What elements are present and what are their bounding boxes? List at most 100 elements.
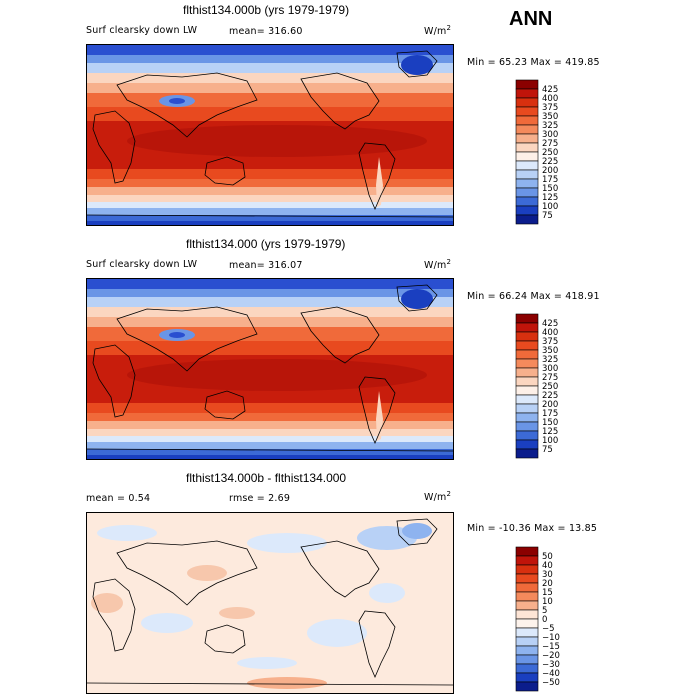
coastline (396, 518, 438, 546)
colorbar-swatch (515, 439, 539, 450)
panel-1-units: W/m2 (424, 24, 452, 38)
colorbar-swatch (515, 609, 539, 620)
colorbar-label: 400 (542, 328, 558, 338)
colorbar-swatch (515, 331, 539, 342)
map-band (87, 449, 453, 455)
map-band (87, 429, 453, 436)
diff-anomaly (247, 677, 327, 689)
panel-2-title: flthist134.000 (yrs 1979-1979) (186, 237, 346, 251)
panel-1-map (86, 44, 454, 226)
warm-pool (127, 359, 427, 391)
colorbar-label: 275 (542, 139, 558, 149)
colorbar-swatch (515, 403, 539, 414)
colorbar-label: 75 (542, 211, 553, 221)
map-band (87, 279, 453, 289)
diff-anomaly (369, 583, 405, 603)
colorbar-swatch (515, 358, 539, 369)
panel-3-colorbar: 50 40 30 20 15 10 5 0 −5 −10 −15 −20 −30 −40 −50 (515, 546, 576, 697)
colorbar-label: 40 (542, 561, 553, 571)
map-band (87, 307, 453, 317)
panel-3-minmax: Min = -10.36 Max = 13.85 (467, 523, 598, 534)
panel-2-mean: mean= 316.07 (229, 260, 303, 271)
colorbar-swatch (515, 151, 539, 162)
colorbar-label: 250 (542, 382, 558, 392)
panel-2-map (86, 278, 454, 460)
map-band (87, 55, 453, 63)
coastline (396, 50, 438, 78)
colorbar-label: 150 (542, 418, 558, 428)
coastline (92, 110, 136, 184)
colorbar-label: 30 (542, 570, 553, 580)
colorbar-swatch (515, 313, 539, 324)
colorbar-swatch (515, 448, 539, 459)
coastline (300, 72, 380, 130)
colorbar-label: 200 (542, 400, 558, 410)
colorbar-swatch (515, 97, 539, 108)
colorbar-swatch (515, 178, 539, 189)
map-band (87, 63, 453, 73)
map-band (87, 169, 453, 179)
map-band (87, 208, 453, 215)
colorbar-label: 125 (542, 193, 558, 203)
colorbar-label: 75 (542, 445, 553, 455)
coastline (358, 376, 396, 445)
colorbar-label: 50 (542, 552, 553, 562)
season-label: ANN (509, 8, 553, 30)
colorbar-swatch (515, 340, 539, 351)
coastline (87, 682, 453, 686)
panel-3-rmse: rmse = 2.69 (229, 493, 291, 504)
colorbar-label: 300 (542, 130, 558, 140)
colorbar-label: −10 (542, 633, 560, 643)
colorbar-label: 20 (542, 579, 553, 589)
colorbar-swatch (515, 349, 539, 360)
colorbar-swatch (515, 160, 539, 171)
map-band (87, 179, 453, 187)
colorbar-swatch (515, 88, 539, 99)
map-band (87, 403, 453, 413)
map-band (87, 289, 453, 297)
panel-2-variable: Surf clearsky down LW (86, 259, 198, 270)
coastline (204, 156, 246, 186)
colorbar-label: 200 (542, 166, 558, 176)
greenland-cold (401, 289, 433, 309)
colorbar-label: 5 (542, 606, 547, 616)
colorbar-swatch (515, 376, 539, 387)
colorbar-swatch (515, 681, 539, 692)
colorbar-swatch (515, 106, 539, 117)
coastline (300, 540, 380, 598)
map-band (87, 195, 453, 202)
panel-1-minmax: Min = 65.23 Max = 419.85 (467, 57, 600, 68)
colorbar-swatch (515, 654, 539, 665)
coastline (204, 390, 246, 420)
coastline (92, 344, 136, 418)
colorbar-swatch (515, 133, 539, 144)
coastline (300, 306, 380, 364)
coastline (116, 72, 258, 138)
diff-anomaly (247, 533, 327, 553)
coastline (204, 624, 246, 654)
coastline (116, 540, 258, 606)
colorbar-label: −20 (542, 651, 560, 661)
colorbar-swatch (515, 564, 539, 575)
map-band (87, 455, 453, 459)
colorbar-swatch (515, 367, 539, 378)
colorbar-label: 10 (542, 597, 553, 607)
colorbar-label: 300 (542, 364, 558, 374)
colorbar-label: 325 (542, 355, 558, 365)
colorbar-swatch (515, 663, 539, 674)
map-band (87, 107, 453, 121)
colorbar-label: −50 (542, 678, 560, 688)
colorbar-swatch (515, 582, 539, 593)
colorbar-label: −30 (542, 660, 560, 670)
colorbar-swatch (515, 645, 539, 656)
colorbar-swatch (515, 618, 539, 629)
diff-anomaly (402, 523, 432, 539)
colorbar-label: 350 (542, 112, 558, 122)
colorbar-label: 425 (542, 319, 558, 329)
colorbar-swatch (515, 546, 539, 557)
map-band (87, 83, 453, 93)
panel-2-colorbar: 425 400 375 350 325 300 275 250 225 200 175 150 125 1… (515, 313, 576, 464)
panel-3-units: W/m2 (424, 490, 452, 504)
plateau-core (169, 332, 185, 338)
colorbar-swatch (515, 124, 539, 135)
